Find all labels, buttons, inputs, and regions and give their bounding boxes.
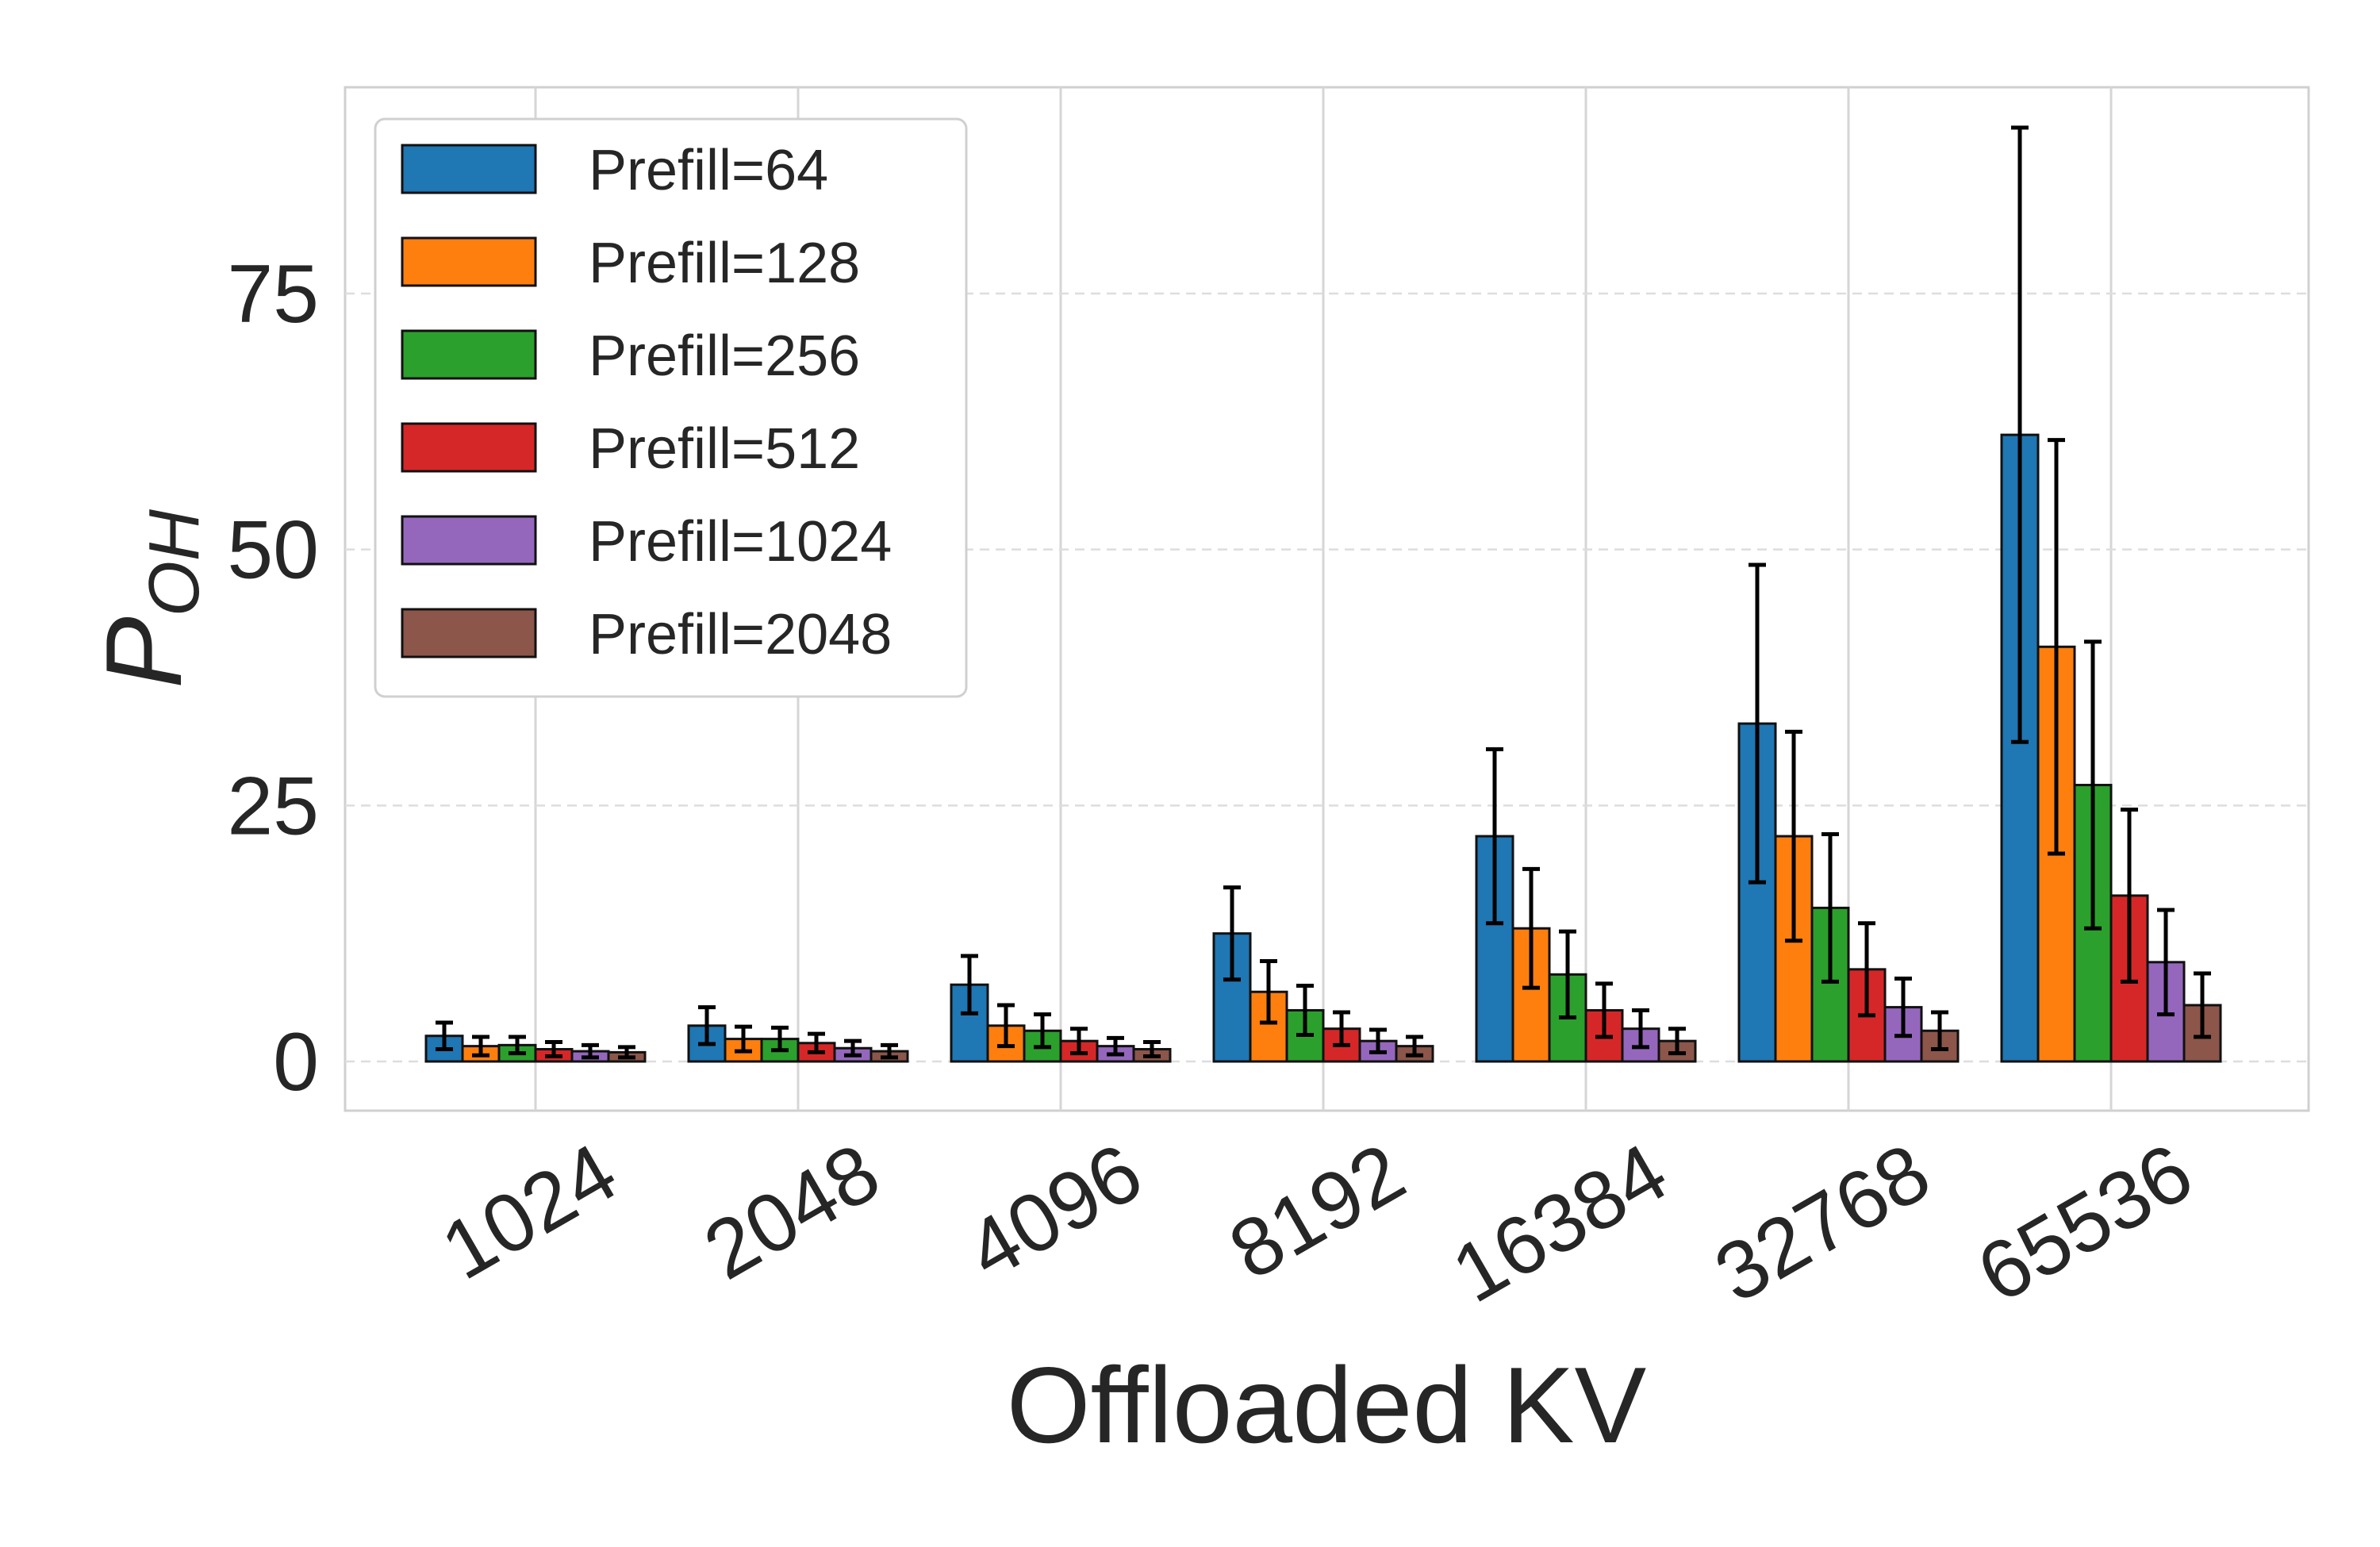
- error-bar: [1107, 1035, 1124, 1057]
- error-bar: [1333, 1010, 1350, 1047]
- legend-swatch: [401, 329, 537, 380]
- y-axis-label: POH: [83, 509, 214, 689]
- x-tick-label: 32768: [1700, 1126, 1944, 1320]
- error-bar: [582, 1042, 599, 1060]
- legend-swatch: [401, 144, 537, 194]
- y-axis-ticks: 0 25 50 75: [227, 248, 319, 1108]
- legend-swatch: [401, 422, 537, 473]
- x-axis-label: Offloaded KV: [1007, 1345, 1647, 1465]
- x-tick-label: 4096: [952, 1126, 1157, 1297]
- legend-label: Prefill=128: [589, 232, 860, 295]
- error-bar: [1821, 831, 1839, 984]
- legend: Prefill=64 Prefill=128 Prefill=256 Prefill=…: [374, 117, 968, 698]
- error-bar: [1931, 1010, 1948, 1052]
- error-bar: [2011, 125, 2029, 744]
- error-bar: [1486, 747, 1503, 926]
- error-bar: [1785, 729, 1802, 943]
- error-bar: [1749, 562, 1766, 885]
- legend-label: Prefill=512: [589, 417, 860, 481]
- legend-label: Prefill=256: [589, 324, 860, 388]
- error-bar: [881, 1042, 898, 1060]
- error-bar: [2121, 807, 2138, 984]
- error-bars: [436, 125, 2211, 1060]
- legend-label: Prefill=64: [589, 139, 828, 202]
- x-tick-label: 65536: [1963, 1126, 2207, 1320]
- error-bar: [844, 1038, 862, 1058]
- svg-text:POH: POH: [83, 509, 214, 689]
- y-tick-label: 25: [227, 760, 319, 852]
- error-bar: [509, 1035, 526, 1056]
- error-bar: [1668, 1027, 1686, 1056]
- error-bar: [735, 1024, 752, 1054]
- x-tick-label: 16384: [1438, 1126, 1682, 1320]
- error-bar: [2048, 438, 2065, 856]
- legend-swatch: [401, 236, 537, 287]
- legend-label: Prefill=2048: [589, 603, 892, 666]
- error-bar: [1632, 1008, 1649, 1050]
- error-bar: [1894, 976, 1912, 1038]
- legend-swatch: [401, 515, 537, 566]
- error-bar: [808, 1031, 825, 1054]
- error-bar: [1559, 929, 1576, 1020]
- error-bar: [472, 1035, 489, 1058]
- x-tick-label: 8192: [1215, 1126, 1419, 1297]
- error-bar: [1034, 1012, 1051, 1050]
- y-tick-label: 0: [273, 1016, 319, 1108]
- error-bar: [1369, 1027, 1387, 1054]
- legend-swatch: [401, 608, 537, 658]
- error-bar: [1858, 921, 1875, 1018]
- error-bar: [436, 1020, 453, 1052]
- error-bar: [1143, 1039, 1161, 1059]
- y-tick-label: 75: [227, 248, 319, 340]
- error-bar: [618, 1045, 635, 1060]
- error-bar: [997, 1003, 1015, 1049]
- x-axis-ticks: 1024 2048 4096 8192 16384 32768 65536: [427, 1126, 2207, 1320]
- error-bar: [961, 954, 978, 1015]
- error-bar: [1296, 983, 1314, 1037]
- error-bar: [698, 1005, 716, 1046]
- error-bar: [1595, 981, 1613, 1039]
- error-bar: [1223, 885, 1241, 982]
- error-bar: [1260, 959, 1277, 1025]
- x-tick-label: 1024: [427, 1126, 631, 1297]
- error-bar: [2194, 971, 2211, 1039]
- legend-label: Prefill=1024: [589, 510, 892, 574]
- error-bar: [771, 1025, 789, 1053]
- y-axis-label-subscript: OH: [135, 509, 214, 616]
- y-tick-label: 50: [227, 505, 319, 597]
- error-bar: [1070, 1027, 1088, 1056]
- error-bar: [2084, 639, 2102, 931]
- error-bar: [1522, 866, 1540, 990]
- error-bar: [2157, 908, 2175, 1017]
- y-axis-label-base: P: [83, 616, 204, 689]
- x-tick-label: 2048: [689, 1126, 894, 1297]
- error-bar: [1406, 1035, 1423, 1058]
- error-bar: [545, 1039, 562, 1059]
